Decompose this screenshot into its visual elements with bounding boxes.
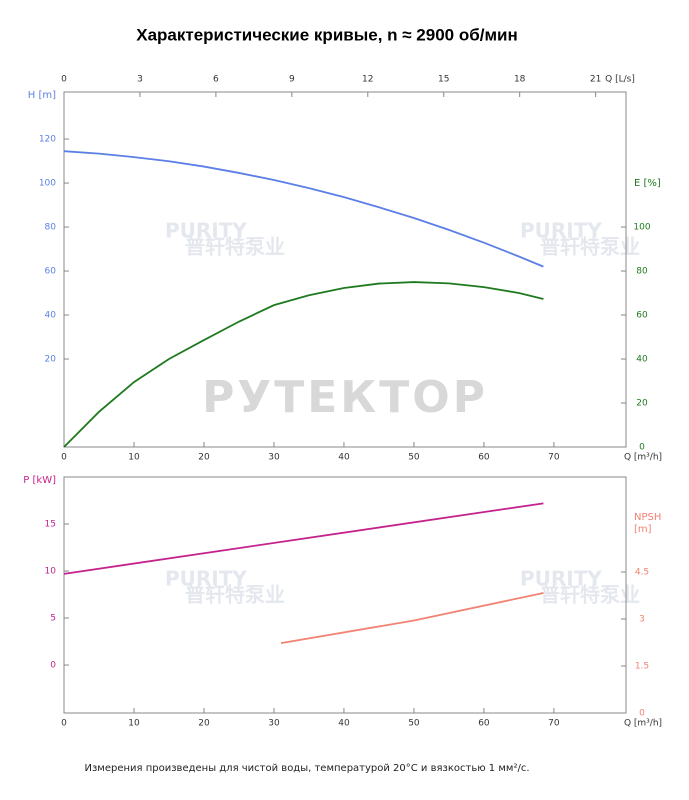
x-tick-label: 0 xyxy=(61,453,67,463)
x2-axis-label: Q [L/s] xyxy=(605,75,635,85)
y-tick-label: 100 xyxy=(39,179,56,189)
x2-tick-label: 18 xyxy=(514,75,526,85)
x2-tick-label: 3 xyxy=(137,75,143,85)
y2-axis-label: [m] xyxy=(634,524,652,535)
x-tick-label: 70 xyxy=(548,453,560,463)
x-tick-label: 30 xyxy=(268,453,280,463)
y2-axis-label: NPSH xyxy=(634,512,661,523)
y2-tick-label: 0 xyxy=(639,443,645,453)
watermark: PURITY xyxy=(165,567,247,591)
y-tick-label: 20 xyxy=(45,355,57,365)
watermark: PURITY xyxy=(165,219,247,243)
x2-tick-label: 6 xyxy=(213,75,219,85)
series-line xyxy=(63,502,544,575)
watermark: PURITY xyxy=(520,219,602,243)
y2-tick-label: 3 xyxy=(639,614,645,624)
x2-tick-label: 12 xyxy=(362,75,373,85)
y2-tick-label: 60 xyxy=(636,311,648,321)
y-tick-label: 15 xyxy=(45,520,56,530)
y-axis-label: P [kW] xyxy=(23,475,56,486)
y-tick-label: 80 xyxy=(45,223,57,233)
x-axis-label: Q [m³/h] xyxy=(624,453,662,463)
y-tick-label: 0 xyxy=(50,661,56,671)
y2-tick-label: 1.5 xyxy=(635,661,649,671)
watermark: 普轩特泵业 xyxy=(185,235,285,259)
y2-tick-label: 40 xyxy=(636,355,648,365)
x-tick-label: 60 xyxy=(478,719,490,729)
x2-tick-label: 15 xyxy=(438,75,449,85)
x-tick-label: 10 xyxy=(128,719,140,729)
chart-title: Характеристические кривые, n ≈ 2900 об/м… xyxy=(136,25,518,44)
y-tick-label: 120 xyxy=(39,135,56,145)
x-tick-label: 0 xyxy=(61,719,67,729)
watermark: 普轩特泵业 xyxy=(540,583,640,607)
series-line xyxy=(63,150,544,268)
y2-tick-label: 0 xyxy=(639,709,645,719)
series-line xyxy=(63,281,544,448)
plot-frame xyxy=(63,91,627,448)
y-tick-label: 10 xyxy=(45,567,57,577)
x2-tick-label: 9 xyxy=(289,75,295,85)
x-tick-label: 50 xyxy=(408,453,420,463)
x-tick-label: 40 xyxy=(338,453,350,463)
y-axis-label: H [m] xyxy=(28,90,56,101)
watermark: 普轩特泵业 xyxy=(185,583,285,607)
plot-frame xyxy=(63,476,627,714)
x2-tick-label: 21 xyxy=(590,75,601,85)
series-line xyxy=(280,592,544,644)
x2-tick-label: 0 xyxy=(61,75,67,85)
y-tick-label: 5 xyxy=(50,614,56,624)
x-tick-label: 50 xyxy=(408,719,420,729)
y2-tick-label: 100 xyxy=(633,223,650,233)
footnote: Измерения произведены для чистой воды, т… xyxy=(85,763,530,774)
x-tick-label: 20 xyxy=(198,453,210,463)
y2-tick-label: 4.5 xyxy=(635,567,649,577)
x-tick-label: 10 xyxy=(128,453,140,463)
y2-axis-label: E [%] xyxy=(634,178,661,189)
x-tick-label: 30 xyxy=(268,719,280,729)
x-tick-label: 70 xyxy=(548,719,560,729)
x-axis-label: Q [m³/h] xyxy=(624,719,662,729)
y2-tick-label: 20 xyxy=(636,399,648,409)
watermark: РУТЕКТОР xyxy=(202,372,488,423)
watermark: PURITY xyxy=(520,567,602,591)
x-tick-label: 60 xyxy=(478,453,490,463)
x-tick-label: 20 xyxy=(198,719,210,729)
y-tick-label: 40 xyxy=(45,311,57,321)
x-tick-label: 40 xyxy=(338,719,350,729)
y-tick-label: 60 xyxy=(45,267,57,277)
watermark: 普轩特泵业 xyxy=(540,235,640,259)
y2-tick-label: 80 xyxy=(636,267,648,277)
